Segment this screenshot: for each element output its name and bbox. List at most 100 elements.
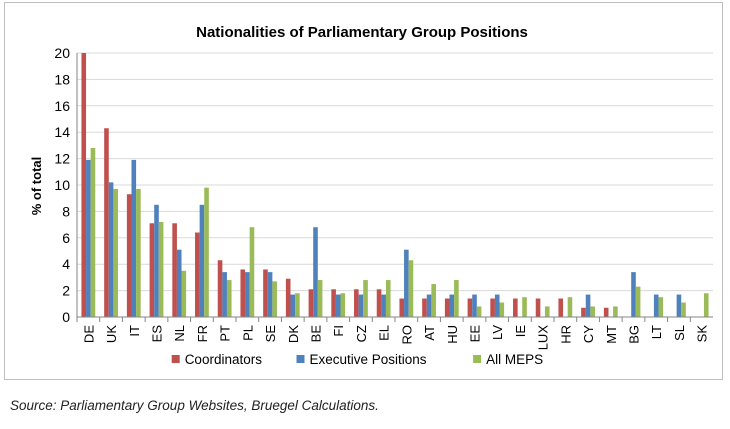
x-tick-label: LUX (536, 325, 551, 351)
x-tick-label: EL (377, 325, 392, 341)
y-tick-label: 8 (62, 203, 70, 219)
y-tick-label: 4 (62, 256, 70, 272)
bar-executive-positions-el (381, 294, 386, 317)
y-tick-label: 6 (62, 230, 70, 246)
bar-all-meps-lux (544, 306, 550, 317)
x-tick-label: UK (104, 325, 119, 343)
bar-all-meps-nl (181, 270, 187, 317)
bar-executive-positions-nl (176, 249, 182, 317)
bar-all-meps-bg (635, 286, 641, 317)
bar-coordinators-se (263, 269, 268, 317)
bar-coordinators-fi (331, 289, 336, 317)
x-tick-label: IE (513, 325, 528, 338)
bar-executive-positions-dk (290, 294, 296, 317)
x-tick-label: BG (627, 325, 642, 344)
bar-coordinators-pl (240, 269, 246, 317)
x-tick-label: LV (490, 325, 505, 340)
bar-all-meps-lv (499, 302, 505, 317)
legend-label: Executive Positions (310, 352, 427, 367)
x-tick-label: CY (581, 325, 596, 343)
x-tick-label: SE (263, 325, 278, 343)
bar-chart: Nationalities of Parliamentary Group Pos… (29, 24, 713, 367)
bar-all-meps-es (158, 221, 164, 317)
x-tick-label: LT (649, 325, 664, 339)
bar-all-meps-el (385, 280, 391, 317)
y-tick-label: 0 (62, 309, 70, 325)
bar-all-meps-ie (522, 297, 527, 317)
bar-all-meps-pt (226, 280, 232, 317)
y-tick-label: 14 (54, 124, 70, 140)
source-note: Source: Parliamentary Group Websites, Br… (10, 398, 379, 413)
legend-swatch (473, 355, 482, 363)
x-tick-label: PT (218, 325, 233, 342)
bar-executive-positions-de (86, 159, 91, 317)
bar-coordinators-nl (172, 223, 177, 317)
x-tick-label: PL (240, 325, 255, 341)
bar-coordinators-lv (490, 298, 495, 317)
bar-all-meps-it (136, 188, 141, 317)
bar-all-meps-sk (703, 293, 709, 317)
bar-coordinators-cz (354, 289, 359, 317)
x-tick-label: BE (309, 325, 324, 343)
bar-all-meps-uk (113, 188, 118, 317)
bar-all-meps-se (272, 281, 277, 317)
bar-executive-positions-fi (335, 294, 341, 317)
bar-coordinators-es (149, 223, 155, 317)
bar-coordinators-uk (104, 128, 109, 317)
bar-executive-positions-sl (676, 294, 682, 317)
bar-executive-positions-lv (494, 294, 500, 317)
bar-coordinators-ie (513, 298, 518, 317)
bar-executive-positions-pt (222, 272, 227, 317)
bar-all-meps-hr (567, 297, 573, 317)
x-tick-label: NL (172, 325, 187, 342)
bar-all-meps-de (90, 148, 96, 317)
y-tick-label: 20 (54, 45, 70, 61)
x-tick-label: CZ (354, 325, 369, 342)
x-tick-label: MT (604, 325, 619, 344)
y-tick-label: 16 (54, 98, 70, 114)
bar-coordinators-lux (535, 298, 541, 317)
bar-coordinators-be (308, 289, 314, 317)
chart-title: Nationalities of Parliamentary Group Pos… (196, 24, 528, 41)
bar-executive-positions-cy (585, 294, 591, 317)
bar-coordinators-fr (195, 232, 200, 317)
bar-executive-positions-es (154, 204, 159, 317)
legend-swatch (296, 355, 305, 363)
bar-executive-positions-be (313, 227, 318, 317)
bar-executive-positions-it (131, 159, 137, 317)
bar-all-meps-cz (363, 280, 368, 317)
bar-all-meps-dk (295, 293, 300, 317)
bar-coordinators-de (81, 53, 87, 317)
bar-all-meps-mt (613, 306, 618, 317)
bar-executive-positions-ro (404, 249, 409, 317)
bar-all-meps-cy (590, 306, 595, 317)
x-tick-label: RO (399, 325, 414, 345)
bar-executive-positions-bg (631, 272, 636, 317)
bar-executive-positions-lt (653, 294, 659, 317)
x-tick-label: ES (150, 325, 165, 343)
bar-coordinators-it (126, 194, 132, 317)
bar-executive-positions-at (426, 294, 432, 317)
bar-all-meps-at (431, 284, 436, 317)
bar-executive-positions-se (267, 272, 273, 317)
bar-coordinators-dk (285, 278, 291, 317)
bar-all-meps-fi (340, 293, 346, 317)
bar-coordinators-at (422, 298, 427, 317)
y-tick-label: 18 (54, 71, 70, 87)
bar-coordinators-hu (444, 298, 450, 317)
x-tick-label: AT (422, 325, 437, 341)
legend-label: Coordinators (185, 352, 263, 367)
x-tick-label: HR (558, 325, 573, 344)
bar-all-meps-sl (681, 302, 686, 317)
legend-label: All MEPS (486, 352, 543, 367)
bar-all-meps-ro (408, 260, 414, 317)
bar-all-meps-fr (204, 187, 209, 317)
bar-coordinators-mt (603, 307, 609, 317)
x-tick-label: IT (127, 325, 142, 337)
bar-coordinators-hr (558, 298, 564, 317)
y-tick-label: 10 (54, 177, 70, 193)
bar-executive-positions-ee (472, 294, 477, 317)
x-tick-label: SL (672, 325, 687, 341)
bar-coordinators-ee (467, 298, 473, 317)
bar-all-meps-be (317, 280, 323, 317)
